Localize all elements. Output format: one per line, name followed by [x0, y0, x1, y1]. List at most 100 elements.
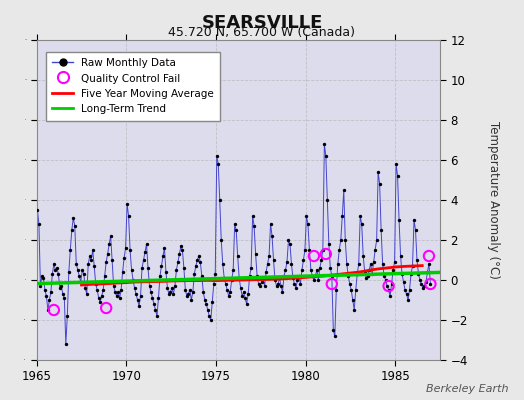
Point [72, 261, 81, 267]
Point [334, 261, 342, 267]
Point [290, 281, 299, 287]
Point [271, 277, 279, 283]
Point [310, 277, 318, 283]
Point [413, 257, 421, 263]
Point [50, 261, 58, 267]
Point [231, 221, 239, 227]
Point [352, 287, 360, 293]
Point [278, 289, 287, 295]
Point [215, 197, 224, 203]
Point [132, 291, 140, 297]
Point [148, 295, 157, 301]
Point [47, 289, 55, 295]
Point [328, 281, 336, 287]
Point [69, 215, 78, 221]
Point [94, 295, 103, 301]
Point [43, 307, 52, 313]
Point [85, 253, 94, 259]
Point [89, 247, 97, 253]
Point [172, 267, 181, 273]
Point [417, 281, 425, 287]
Point [224, 293, 233, 299]
Point [256, 283, 264, 289]
Point [139, 257, 148, 263]
Point [201, 297, 209, 303]
Point [244, 291, 253, 297]
Point [310, 253, 318, 259]
Point [122, 245, 130, 251]
Point [371, 247, 379, 253]
Point [81, 285, 90, 291]
Point [298, 267, 306, 273]
Point [39, 275, 48, 281]
Point [50, 307, 58, 313]
Point [286, 241, 294, 247]
Point [236, 285, 245, 291]
Point [238, 293, 246, 299]
Point [75, 273, 83, 279]
Legend: Raw Monthly Data, Quality Control Fail, Five Year Moving Average, Long-Term Tren: Raw Monthly Data, Quality Control Fail, … [46, 52, 220, 121]
Point [254, 281, 263, 287]
Point [269, 257, 278, 263]
Point [277, 283, 285, 289]
Point [402, 291, 411, 297]
Point [193, 257, 202, 263]
Point [348, 297, 357, 303]
Point [364, 273, 372, 279]
Point [262, 269, 270, 275]
Point [169, 291, 178, 297]
Point [419, 285, 427, 291]
Point [54, 271, 62, 277]
Point [340, 187, 348, 193]
Point [317, 257, 325, 263]
Y-axis label: Temperature Anomaly (°C): Temperature Anomaly (°C) [487, 121, 500, 279]
Point [159, 253, 167, 259]
Point [287, 261, 296, 267]
Point [229, 267, 237, 273]
Point [410, 217, 418, 223]
Point [416, 277, 424, 283]
Point [332, 287, 341, 293]
Point [136, 293, 145, 299]
Point [130, 285, 139, 291]
Point [311, 273, 320, 279]
Point [323, 197, 332, 203]
Point [387, 281, 396, 287]
Point [407, 271, 415, 277]
Point [147, 289, 155, 295]
Point [265, 253, 273, 259]
Point [163, 285, 172, 291]
Point [83, 291, 91, 297]
Point [274, 281, 282, 287]
Point [45, 297, 53, 303]
Point [252, 251, 260, 257]
Point [355, 261, 363, 267]
Point [192, 263, 200, 269]
Text: SEARSVILLE: SEARSVILLE [201, 14, 323, 32]
Point [305, 247, 313, 253]
Point [183, 293, 191, 299]
Point [97, 293, 106, 299]
Point [307, 267, 315, 273]
Point [243, 301, 251, 307]
Point [359, 253, 367, 259]
Point [180, 265, 188, 271]
Point [283, 259, 291, 265]
Point [106, 233, 115, 239]
Point [204, 307, 212, 313]
Point [177, 243, 185, 249]
Point [389, 267, 397, 273]
Text: Berkeley Earth: Berkeley Earth [426, 384, 508, 394]
Point [380, 273, 388, 279]
Point [257, 279, 266, 285]
Point [220, 275, 228, 281]
Point [299, 257, 308, 263]
Point [395, 217, 403, 223]
Point [329, 327, 337, 333]
Point [129, 277, 137, 283]
Point [347, 287, 355, 293]
Point [52, 265, 61, 271]
Point [401, 287, 409, 293]
Point [392, 161, 400, 167]
Point [222, 281, 230, 287]
